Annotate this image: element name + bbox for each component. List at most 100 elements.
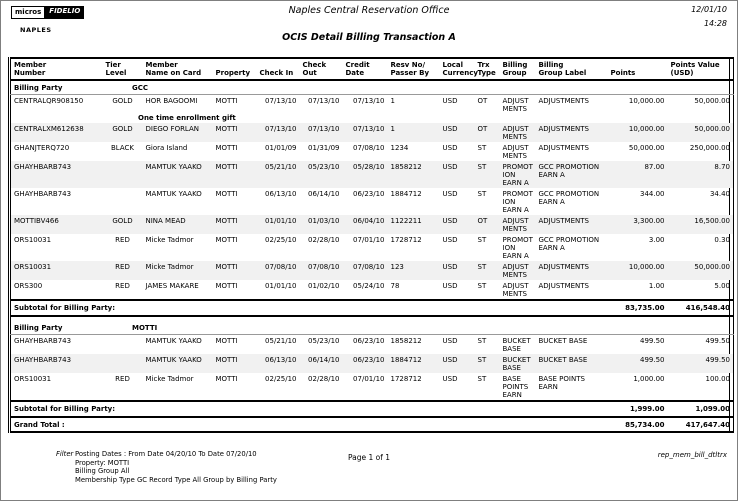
cell-property: MOTTI <box>215 189 238 198</box>
cell-name: MAMTUK YAAKO <box>145 162 202 171</box>
cell-property: MOTTI <box>215 262 238 271</box>
cell-tier: BLACK <box>110 143 134 152</box>
cell-name: NINA MEAD <box>145 216 186 225</box>
cell-value: 8.70 <box>714 162 730 171</box>
cell-resv: 1858212 <box>390 336 422 345</box>
cell-member: GHAYHBARB743 <box>14 189 72 198</box>
cell-check_in: 07/13/10 <box>265 124 297 133</box>
subtotal-value: 1,099.00 <box>667 400 734 418</box>
cell-group_label: GCC PROMOTION EARN A <box>538 189 600 206</box>
cell-value: 50,000.00 <box>694 124 730 133</box>
cell-check_out: 01/03/10 <box>308 216 340 225</box>
cell-check_out: 02/28/10 <box>308 374 340 383</box>
filter-line-billing-group: Billing Group All <box>75 467 130 475</box>
cell-currency: USD <box>442 336 458 345</box>
billing-party-label: Billing Party <box>14 84 63 92</box>
cell-resv: 1728712 <box>390 374 422 383</box>
cell-trx: OT <box>477 96 488 105</box>
cell-group: BUCKET BASE <box>502 355 531 372</box>
cell-value: 5.00 <box>714 281 730 290</box>
cell-check_out: 05/23/10 <box>308 336 340 345</box>
col-header-check_in: Check In <box>259 69 294 77</box>
cell-group_label: ADJUSTMENTS <box>538 216 590 225</box>
cell-check_out: 06/14/10 <box>308 189 340 198</box>
row-note-cell: One time enrollment gift <box>138 114 236 122</box>
cell-currency: USD <box>442 355 458 364</box>
cell-group_label: ADJUSTMENTS <box>538 143 590 152</box>
cell-check_out: 07/08/10 <box>308 262 340 271</box>
cell-name: MAMTUK YAAKO <box>145 189 202 198</box>
cell-resv: 1884712 <box>390 355 422 364</box>
cell-credit_date: 07/13/10 <box>353 124 385 133</box>
cell-check_out: 05/23/10 <box>308 162 340 171</box>
cell-value: 250,000.00 <box>689 143 730 152</box>
grand-total-label: Grand Total : <box>10 416 608 432</box>
filter-line-membership: Membership Type GC Record Type All Group… <box>75 475 277 484</box>
cell-trx: ST <box>477 143 487 152</box>
cell-check_in: 02/25/10 <box>265 374 297 383</box>
cell-credit_date: 07/01/10 <box>353 235 385 244</box>
col-header-name: Member Name on Card <box>145 61 202 77</box>
cell-check_in: 07/13/10 <box>265 96 297 105</box>
cell-member: ORS10031 <box>14 262 52 271</box>
cell-trx: ST <box>477 162 487 171</box>
cell-tier: GOLD <box>112 124 133 133</box>
cell-credit_date: 07/13/10 <box>353 96 385 105</box>
cell-group_label: ADJUSTMENTS <box>538 96 590 105</box>
col-header-member: Member Number <box>14 61 47 77</box>
cell-trx: ST <box>477 189 487 198</box>
cell-credit_date: 06/23/10 <box>353 189 385 198</box>
cell-tier <box>103 188 143 215</box>
col-header-credit_date: Credit Date <box>345 61 370 77</box>
table-row: GHAYHBARB743 MAMTUK YAAKO MOTTI 06/13/10 06/… <box>10 354 734 373</box>
cell-points: 1.00 <box>648 281 665 290</box>
grand-total-row: Grand Total :85,734.00 417,647.40 <box>10 416 734 432</box>
subtotal-label: Subtotal for Billing Party: <box>10 400 608 418</box>
cell-value: 499.50 <box>705 336 731 345</box>
micros-fidelio-logo: micros FIDELIO <box>11 6 85 19</box>
cell-property: MOTTI <box>215 162 238 171</box>
cell-currency: USD <box>442 216 458 225</box>
cell-value: 0.30 <box>714 235 730 244</box>
cell-currency: USD <box>442 281 458 290</box>
cell-check_out: 01/31/09 <box>308 143 340 152</box>
cell-points: 3,300.00 <box>633 216 665 225</box>
page-indicator: Page 1 of 1 <box>347 453 391 462</box>
cell-group_label: BUCKET BASE <box>538 336 588 345</box>
cell-group: BASE POINTS EARN <box>502 374 529 399</box>
cell-points: 50,000.00 <box>628 143 665 152</box>
cell-check_out: 07/13/10 <box>308 96 340 105</box>
cell-tier <box>103 161 143 188</box>
filter-summary: Filter Posting Dates : From Date 04/20/1… <box>56 450 277 484</box>
cell-check_in: 06/13/10 <box>265 189 297 198</box>
cell-property: MOTTI <box>215 124 238 133</box>
cell-check_out: 06/14/10 <box>308 355 340 364</box>
subtotal-points: 83,735.00 <box>607 299 668 317</box>
cell-value: 499.50 <box>705 355 731 364</box>
cell-points: 10,000.00 <box>628 96 665 105</box>
col-header-check_out: Check Out <box>302 61 327 77</box>
cell-currency: USD <box>442 96 458 105</box>
filter-line-posting-dates: Posting Dates : From Date 04/20/10 To Da… <box>75 450 257 458</box>
cell-credit_date: 06/23/10 <box>353 355 385 364</box>
cell-group: ADJUST MENTS <box>502 216 529 233</box>
cell-resv: 78 <box>390 281 400 290</box>
cell-property: MOTTI <box>215 216 238 225</box>
cell-group: ADJUST MENTS <box>502 143 529 160</box>
subtotal-label: Subtotal for Billing Party: <box>10 299 608 317</box>
cell-currency: USD <box>442 374 458 383</box>
cell-tier <box>103 354 143 373</box>
cell-name: Giora Island <box>145 143 188 152</box>
cell-currency: USD <box>442 162 458 171</box>
col-header-group: Billing Group <box>502 61 528 77</box>
cell-points: 499.50 <box>640 355 665 364</box>
grand-total-points: 85,734.00 <box>607 416 668 432</box>
col-header-property: Property <box>215 69 251 77</box>
cell-name: JAMES MAKARE <box>145 281 199 290</box>
table-row: ORS300 RED JAMES MAKARE MOTTI 01/01/10 01/02/… <box>11 280 734 300</box>
billing-party-cell: Billing Party GCC <box>10 80 734 95</box>
cell-currency: USD <box>442 235 458 244</box>
table-row: MOTTIBV466 GOLD NINA MEAD MOTTI 01/01/10 01/0… <box>10 215 734 234</box>
cell-member: ORS300 <box>14 281 43 290</box>
